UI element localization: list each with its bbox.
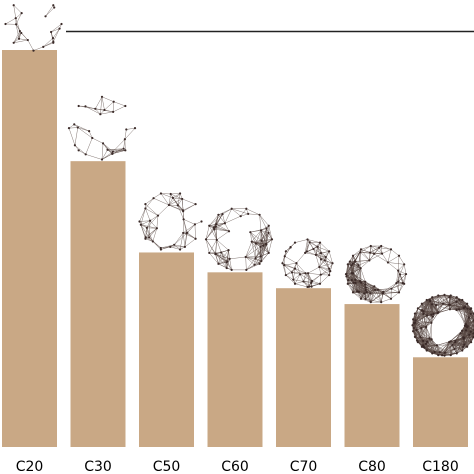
fullerene-icon-c20 bbox=[4, 4, 63, 52]
bar-c80 bbox=[344, 304, 400, 447]
tick-labels-group: C20 C30 C50 C60 C70 C80 C180 bbox=[16, 459, 459, 474]
fullerene-icon-c80 bbox=[344, 244, 408, 304]
bar-c180 bbox=[413, 357, 468, 447]
fullerene-icon-c50 bbox=[138, 192, 203, 251]
tick-label-c70: C70 bbox=[290, 459, 318, 474]
fullerene-icon-c60 bbox=[204, 207, 274, 271]
bar-c30 bbox=[70, 161, 126, 447]
fullerene-icon-c30 bbox=[67, 95, 137, 161]
molecule-icons-group bbox=[4, 4, 474, 357]
fullerene-icon-c70 bbox=[281, 238, 334, 289]
bar-c60 bbox=[207, 272, 263, 447]
tick-label-c20: C20 bbox=[16, 459, 44, 474]
tick-label-c30: C30 bbox=[84, 459, 112, 474]
tick-label-c80: C80 bbox=[358, 459, 386, 474]
tick-label-c180: C180 bbox=[422, 459, 459, 474]
bar-c70 bbox=[276, 288, 331, 447]
fullerene-icon-c180 bbox=[411, 293, 474, 357]
bar-c50 bbox=[139, 252, 194, 447]
bar-c20 bbox=[2, 50, 57, 447]
tick-label-c60: C60 bbox=[221, 459, 249, 474]
bars-group bbox=[2, 50, 468, 447]
tick-label-c50: C50 bbox=[153, 459, 181, 474]
